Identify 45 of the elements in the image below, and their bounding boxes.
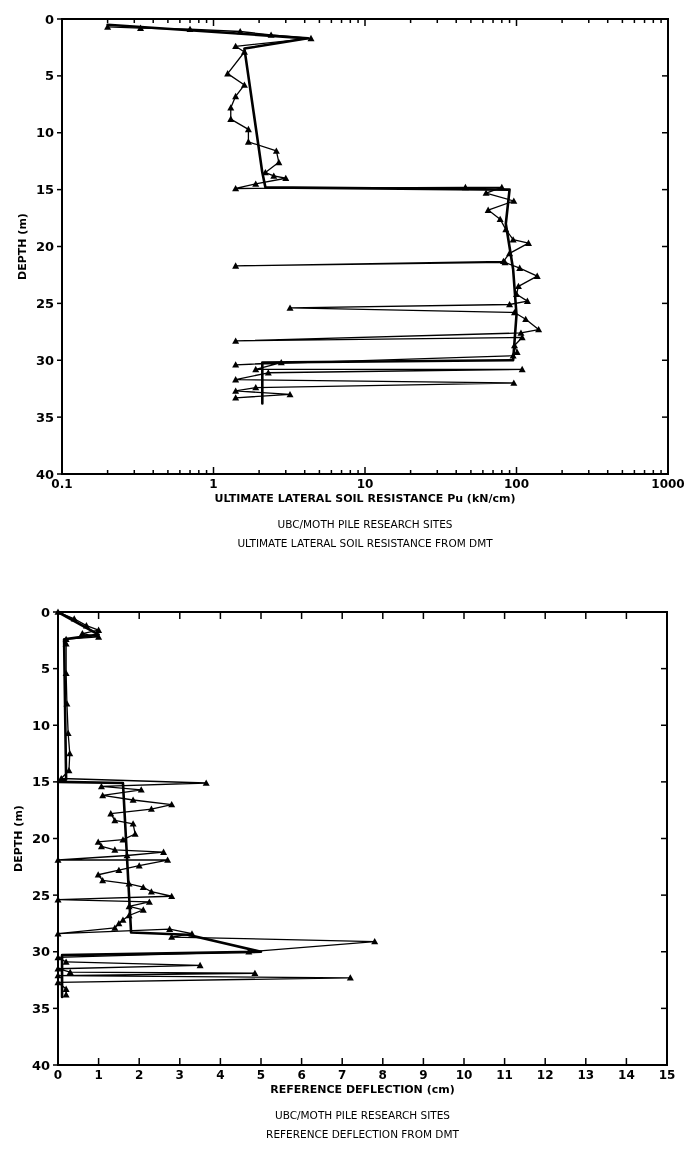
x-tick-label: 0 (53, 1068, 63, 1082)
x-tick-label: 1 (209, 477, 218, 491)
y-tick-label: 35 (35, 409, 54, 425)
x-tick-label: 10 (455, 1068, 473, 1082)
y-tick-label: 30 (35, 352, 54, 368)
x-tick-label: 10 (356, 477, 374, 491)
y-tick-label: 5 (40, 661, 50, 677)
y-tick-label: 10 (35, 125, 54, 141)
text: UBC/MOTH PILE RESEARCH SITES (277, 518, 453, 530)
x-tick-label: 11 (496, 1068, 513, 1082)
text: UBC/MOTH PILE RESEARCH SITES (274, 1109, 451, 1121)
x-tick-label: 14 (618, 1068, 635, 1082)
x-tick-label: 5 (256, 1068, 266, 1082)
x-tick-label: 2 (135, 1068, 144, 1082)
text: REFERENCE DEFLECTION FROM DMT (266, 1128, 460, 1140)
y-axis-title: DEPTH (m) (16, 213, 29, 280)
y-tick-label: 35 (31, 1000, 50, 1016)
x-tick-label: 4 (216, 1068, 225, 1082)
y-tick-label: 25 (31, 887, 50, 903)
y-tick-label: 5 (44, 68, 54, 84)
y-tick-label: 30 (31, 944, 50, 960)
x-tick-label: 8 (378, 1068, 387, 1082)
x-tick-label: 3 (175, 1068, 184, 1082)
y-tick-label: 20 (31, 831, 50, 846)
x-tick-label: 100 (503, 477, 530, 491)
y-tick-label: 15 (35, 182, 54, 198)
x-tick-label: 1000 (651, 477, 685, 491)
x-tick-label: 1 (94, 1068, 103, 1082)
y-tick-label: 20 (35, 239, 54, 254)
x-axis-title: ULTIMATE LATERAL SOIL RESISTANCE Pu (kN/cm) (214, 492, 516, 505)
y-tick-label: 15 (31, 774, 50, 790)
x-tick-label: 6 (297, 1068, 306, 1082)
y-tick-label: 25 (35, 295, 54, 311)
text: ULTIMATE LATERAL SOIL RESISTANCE FROM DMT (237, 537, 494, 549)
x-tick-label: 15 (658, 1068, 676, 1082)
x-axis-title: REFERENCE DEFLECTION (cm) (270, 1083, 455, 1096)
y-tick-label: 40 (31, 1057, 50, 1073)
y-tick-label: 0 (44, 11, 54, 27)
y-axis-title: DEPTH (m) (12, 805, 25, 872)
x-tick-label: 13 (577, 1068, 595, 1082)
x-tick-label: 12 (536, 1068, 554, 1082)
x-tick-label: 7 (338, 1068, 347, 1082)
y-tick-label: 0 (40, 604, 50, 620)
y-tick-label: 10 (31, 717, 50, 733)
x-tick-label: 9 (419, 1068, 428, 1082)
